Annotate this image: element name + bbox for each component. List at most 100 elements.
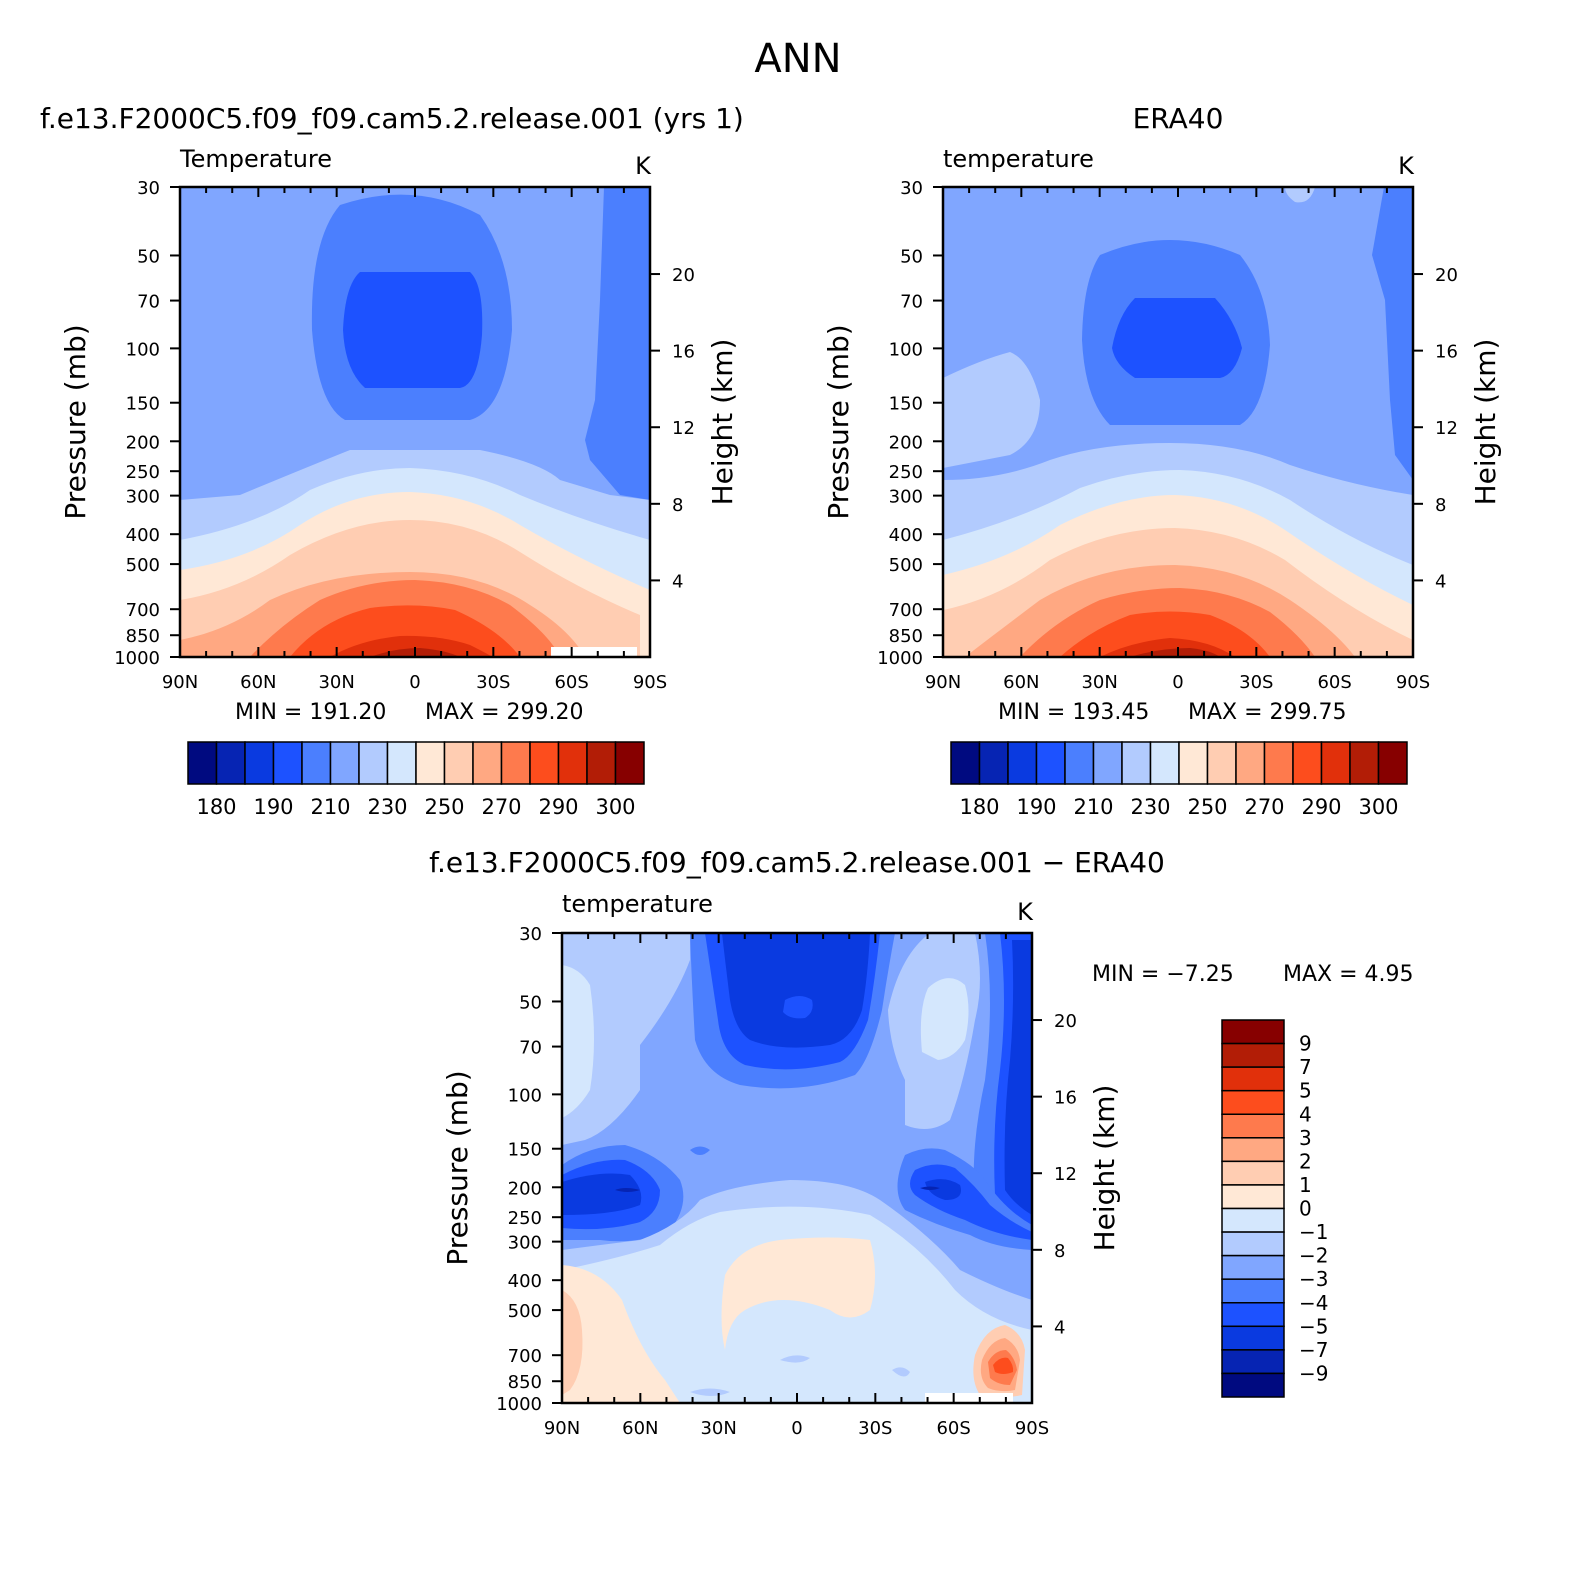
- colorbar-label: −3: [1299, 1267, 1328, 1291]
- x-tick-label: 90S: [1015, 1418, 1049, 1439]
- colorbar-swatch: [1235, 741, 1266, 785]
- colorbar-label: −2: [1299, 1244, 1328, 1268]
- colorbar-label: 270: [1244, 795, 1284, 819]
- colorbar-swatch: [1221, 1372, 1285, 1398]
- colorbar-swatch: [1221, 1325, 1285, 1351]
- y-tick-label: 70: [137, 292, 160, 313]
- colorbar-swatch: [950, 741, 981, 785]
- colorbar-swatch: [1092, 741, 1123, 785]
- colorbar-swatch: [1221, 1254, 1285, 1280]
- y-axis-label: Pressure (mb): [822, 324, 855, 519]
- x-tick-label: 30S: [476, 672, 510, 693]
- colorbar-swatch: [415, 741, 446, 785]
- y-tick-label: 200: [126, 432, 160, 453]
- colorbar-swatch: [1221, 1113, 1285, 1139]
- y-tick-label: 700: [889, 600, 923, 621]
- colorbar-label: 210: [1073, 795, 1113, 819]
- y-tick-label: 1000: [496, 1394, 542, 1415]
- height-tick-label: 20: [672, 265, 695, 286]
- colorbar-swatch: [1221, 1184, 1285, 1210]
- x-tick-label: 90N: [544, 1418, 580, 1439]
- colorbar-label: 5: [1299, 1079, 1312, 1103]
- x-tick-label: 0: [1172, 672, 1183, 693]
- colorbar-swatch: [358, 741, 389, 785]
- colorbar-swatch: [187, 741, 218, 785]
- x-tick-label: 60N: [622, 1418, 658, 1439]
- y-axis-label-right: Height (km): [1469, 339, 1502, 506]
- panel-difference: f.e13.F2000C5.f09_f09.cam5.2.release.001…: [429, 846, 1413, 1439]
- colorbar-label: 9: [1299, 1032, 1312, 1056]
- contour-field-reference: [943, 187, 1413, 657]
- y-axis-label-right: Height (km): [1088, 1085, 1121, 1252]
- panel-model: f.e13.F2000C5.f09_f09.cam5.2.release.001…: [40, 102, 744, 819]
- colorbar-swatch: [1221, 1231, 1285, 1257]
- y-tick-label: 200: [889, 432, 923, 453]
- colorbar-swatch: [978, 741, 1009, 785]
- units-label-difference: K: [1017, 898, 1034, 926]
- colorbar-label: 180: [196, 795, 236, 819]
- y-tick-label: 150: [126, 394, 160, 415]
- y-tick-label: 100: [508, 1085, 542, 1106]
- y-tick-label: 500: [126, 555, 160, 576]
- x-tick-label: 30N: [318, 672, 354, 693]
- colorbar-label: 190: [1016, 795, 1056, 819]
- colorbar-swatch: [1221, 1302, 1285, 1328]
- x-tick-label: 30S: [858, 1418, 892, 1439]
- y-tick-label: 400: [126, 525, 160, 546]
- colorbar-swatch: [1221, 1207, 1285, 1233]
- y-tick-label: 400: [889, 525, 923, 546]
- variable-label-model: Temperature: [179, 145, 332, 173]
- x-tick-label: 30N: [700, 1418, 736, 1439]
- height-tick-label: 20: [1054, 1011, 1077, 1032]
- colorbar-label: 230: [1130, 795, 1170, 819]
- colorbar-swatch: [1064, 741, 1095, 785]
- colorbar-swatch: [1206, 741, 1237, 785]
- y-tick-label: 1000: [877, 648, 923, 669]
- colorbar-model: 180 190 210 230 250 270 290 300: [187, 741, 645, 819]
- min-label-reference: MIN = 193.45: [998, 700, 1149, 725]
- colorbar-label: 7: [1299, 1055, 1312, 1079]
- colorbar-label: 3: [1299, 1126, 1312, 1150]
- colorbar-label: 2: [1299, 1149, 1312, 1173]
- colorbar-label: 290: [538, 795, 578, 819]
- panel-title-model: f.e13.F2000C5.f09_f09.cam5.2.release.001…: [40, 102, 744, 135]
- x-tick-label: 90N: [925, 672, 961, 693]
- x-tick-label: 60S: [1317, 672, 1351, 693]
- colorbar-label: 300: [1358, 795, 1398, 819]
- height-tick-label: 16: [1435, 342, 1458, 363]
- units-label-reference: K: [1398, 152, 1415, 180]
- colorbar-label: 290: [1301, 795, 1341, 819]
- variable-label-difference: temperature: [562, 890, 713, 918]
- colorbar-swatch: [472, 741, 503, 785]
- x-tick-label: 30S: [1239, 672, 1273, 693]
- colorbar-swatch: [1377, 741, 1408, 785]
- height-tick-label: 8: [1054, 1241, 1065, 1262]
- y-tick-label: 70: [519, 1038, 542, 1059]
- colorbar-swatch: [1035, 741, 1066, 785]
- colorbar-swatch: [1221, 1089, 1285, 1115]
- height-tick-label: 8: [1435, 495, 1446, 516]
- x-tick-label: 60S: [554, 672, 588, 693]
- y-tick-label: 400: [508, 1271, 542, 1292]
- colorbar-label: 4: [1299, 1102, 1312, 1126]
- colorbar-swatch: [1149, 741, 1180, 785]
- height-tick-label: 8: [672, 495, 683, 516]
- y-tick-label: 300: [889, 487, 923, 508]
- colorbar-swatch: [1221, 1066, 1285, 1092]
- colorbar-swatch: [1221, 1349, 1285, 1375]
- y-tick-label: 30: [137, 178, 160, 199]
- colorbar-label: 190: [253, 795, 293, 819]
- colorbar-label: 0: [1299, 1197, 1312, 1221]
- y-tick-label: 850: [889, 626, 923, 647]
- y-tick-label: 1000: [114, 648, 160, 669]
- colorbar-label: 300: [595, 795, 635, 819]
- colorbar-swatch: [1263, 741, 1294, 785]
- y-axis-label-right: Height (km): [706, 339, 739, 506]
- figure-title: ANN: [754, 36, 841, 82]
- min-label-difference: MIN = −7.25: [1092, 962, 1234, 987]
- height-tick-label: 20: [1435, 265, 1458, 286]
- colorbar-swatch: [1221, 1019, 1285, 1045]
- x-tick-label: 0: [791, 1418, 802, 1439]
- y-tick-label: 250: [126, 462, 160, 483]
- y-tick-label: 30: [900, 178, 923, 199]
